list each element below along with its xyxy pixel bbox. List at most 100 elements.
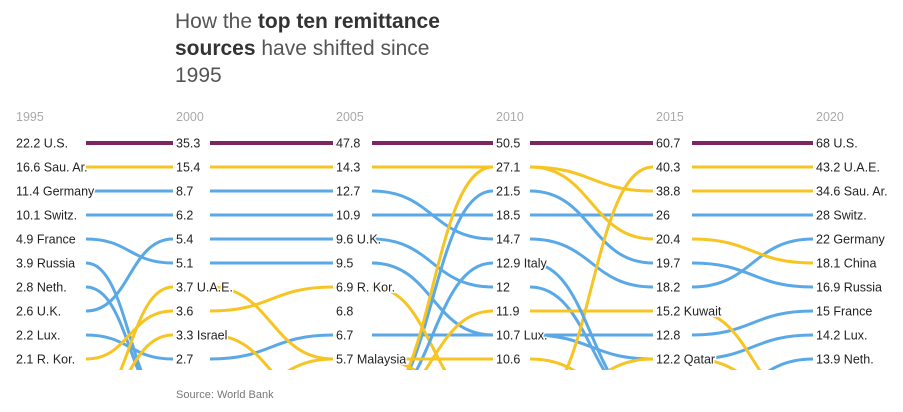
value-labels: 22.2 U.S. 16.6 Sau. Ar. 11.4 Germany 10.1 S… [15,135,890,368]
value-label-2020-3: 34.6 Sau. Ar. [816,185,888,199]
line-malaysia-3 [529,357,576,370]
value-label-2005-8: 6.8 [336,305,353,319]
line-qatar-4 [691,357,738,370]
series-lines [85,141,814,370]
line-u-k--0 [85,237,174,313]
line-italy-2 [414,261,494,370]
value-label-2020-10: 13.9 Neth. [816,353,874,367]
value-label-2000-5: 5.4 [176,233,193,247]
value-label-2015-7: 18.2 [656,281,680,295]
line-germany-4 [691,237,814,289]
value-label-2015-3: 38.8 [656,185,680,199]
chart-title: How the top ten remittance sources have … [175,8,475,89]
value-label-2005-2: 14.3 [336,161,360,175]
value-label-2005-7: 6.9 R. Kor. [336,281,395,295]
line-lux--3 [529,333,654,361]
value-label-1995-8: 2.6 U.K. [16,305,61,319]
value-label-1995-1: 22.2 U.S. [16,137,68,151]
line-lux--1 [209,333,334,361]
year-label-2020: 2020 [816,110,844,124]
value-label-2000-4: 6.2 [176,209,193,223]
value-label-2000-10: 2.7 [176,353,193,367]
value-label-2010-9: 10.7 Lux. [496,329,547,343]
value-label-2020-5: 22 Germany [816,233,886,247]
value-label-2010-6: 12.9 Italy [496,257,547,271]
line-r-kor--2 [371,285,447,370]
value-label-2000-7: 3.7 U.A.E. [176,281,233,295]
value-label-2000-9: 3.3 Israel [176,329,227,343]
line-r-kor--0 [85,309,174,361]
line-italy-3 [529,261,610,370]
value-label-1995-6: 3.9 Russia [16,257,75,271]
source-note: Source: World Bank [176,389,274,401]
value-label-2015-5: 20.4 [656,233,680,247]
value-label-2020-2: 43.2 U.A.E. [816,161,880,175]
value-label-2005-10: 5.7 Malaysia [336,353,406,367]
value-label-2020-7: 16.9 Russia [816,281,882,295]
line-u-a-e--2 [371,357,418,370]
line-u-a-e--3 [564,165,654,370]
line-u-a-e--0 [119,285,174,370]
value-label-1995-4: 10.1 Switz. [16,209,77,223]
value-label-2020-6: 18.1 China [816,257,877,271]
year-labels: 1995 2000 2005 2010 2015 2020 [16,110,844,124]
line-kuwait-4 [691,309,762,370]
value-label-2010-2: 27.1 [496,161,520,175]
value-label-2015-8: 15.2 Kuwait [656,305,722,319]
value-label-2005-1: 47.8 [336,137,360,151]
value-label-1995-7: 2.8 Neth. [16,281,67,295]
value-label-2010-5: 14.7 [496,233,520,247]
line-sau-ar--3 [529,165,654,193]
line-lux--4 [691,333,814,361]
value-label-2010-1: 50.5 [496,137,520,151]
line-r-kor--1 [209,285,334,313]
line-france-0 [85,237,174,265]
value-label-2010-3: 21.5 [496,185,520,199]
value-label-1995-3: 11.4 Germany [16,185,95,199]
line-u-a-e--1 [209,285,334,361]
year-label-2000: 2000 [176,110,204,124]
line-u-k--2 [371,237,494,289]
line-china-3 [529,165,654,241]
value-label-2015-9: 12.8 [656,329,680,343]
title-bold-1: top ten remittance [257,10,440,33]
value-label-2020-1: 68 U.S. [816,137,858,151]
value-label-2005-9: 6.7 [336,329,353,343]
value-label-2015-6: 19.7 [656,257,680,271]
value-label-2005-3: 12.7 [336,185,360,199]
value-label-2020-4: 28 Switz. [816,209,867,223]
year-label-2015: 2015 [656,110,684,124]
line-israel-0 [128,333,174,370]
value-label-1995-10: 2.1 R. Kor. [16,353,75,367]
line-china-4 [691,237,814,265]
value-label-2000-1: 35.3 [176,137,200,151]
value-label-2000-8: 3.6 [176,305,193,319]
value-label-2000-2: 15.4 [176,161,200,175]
title-prefix: How the [175,10,258,33]
value-label-2010-4: 18.5 [496,209,520,223]
line-france-4 [691,309,814,337]
value-label-2020-8: 15 France [816,305,872,319]
line-neth--4 [767,357,814,370]
line-germany-3 [529,237,654,289]
value-label-2010-8: 11.9 [496,305,519,319]
value-label-2010-7: 12 [496,281,510,295]
title-line-3: 1995 [175,64,222,87]
value-label-2015-1: 60.7 [656,137,680,151]
year-label-1995: 1995 [16,110,44,124]
value-label-1995-9: 2.2 Lux. [16,329,60,343]
year-label-2010: 2010 [496,110,524,124]
line-qatar-3 [607,357,654,370]
line-malaysia-1 [287,357,334,370]
line-russia-2 [407,189,494,370]
title-suffix: have shifted since [255,37,430,60]
value-label-2000-6: 5.1 [176,257,193,271]
value-label-2010-10: 10.6 [496,353,520,367]
value-label-2005-6: 9.5 [336,257,353,271]
value-label-2005-5: 9.6 U.K. [336,233,381,247]
line-russia-3 [529,189,654,265]
value-label-2015-4: 26 [656,209,670,223]
year-label-2005: 2005 [336,110,364,124]
line-russia-4 [691,261,814,289]
